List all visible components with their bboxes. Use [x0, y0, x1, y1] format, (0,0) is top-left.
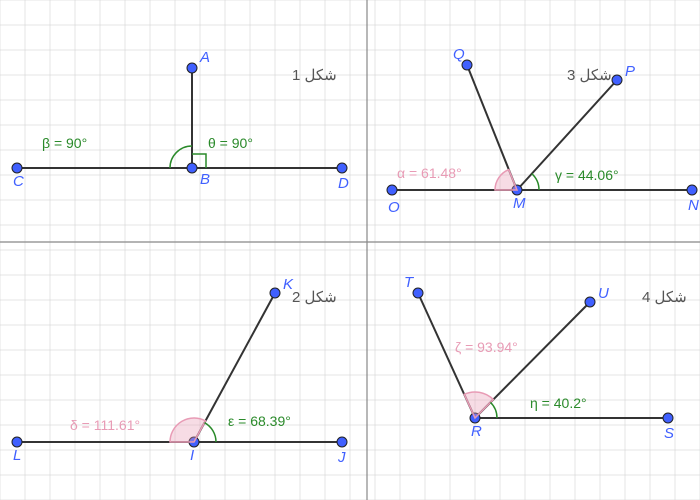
f4: T U R S شكل 4 ζ = 93.94° η = 40.2°: [404, 274, 687, 442]
angle-label: ε = 68.39°: [228, 413, 291, 429]
point-label-U: U: [598, 285, 609, 302]
point-label-C: C: [13, 173, 24, 190]
point-label-J: J: [337, 449, 346, 466]
point-U[interactable]: [585, 297, 595, 307]
point-label-N: N: [688, 197, 699, 214]
f1: A B C D شكل 1 β = 90° θ = 90°: [12, 49, 349, 192]
angle-label: α = 61.48°: [397, 165, 462, 181]
angle-label: ζ = 93.94°: [455, 339, 518, 355]
point-J[interactable]: [337, 437, 347, 447]
angle-label: δ = 111.61°: [70, 417, 140, 433]
point-B[interactable]: [187, 163, 197, 173]
angle-arc: [205, 423, 216, 442]
point-label-L: L: [13, 447, 21, 464]
angle-label: η = 40.2°: [530, 395, 587, 411]
point-label-M: M: [513, 195, 526, 212]
point-K[interactable]: [270, 288, 280, 298]
geometry-canvas: ABCDشكل 1β = 90°θ = 90°KILJشكل 2δ = 111.…: [0, 0, 700, 500]
point-label-R: R: [471, 423, 482, 440]
point-label-O: O: [388, 199, 400, 216]
point-label-A: A: [199, 49, 210, 66]
angle-arc: [490, 402, 497, 418]
figure-title: شكل 2: [292, 289, 337, 306]
point-label-I: I: [190, 447, 194, 464]
point-S[interactable]: [663, 413, 673, 423]
point-D[interactable]: [337, 163, 347, 173]
point-N[interactable]: [687, 185, 697, 195]
point-label-B: B: [200, 171, 210, 188]
point-label-D: D: [338, 175, 349, 192]
angle-label: θ = 90°: [208, 135, 253, 151]
point-T[interactable]: [413, 288, 423, 298]
figure-title: شكل 4: [642, 289, 687, 306]
angle-arc: [464, 392, 493, 418]
angle-label: β = 90°: [42, 135, 87, 151]
point-A[interactable]: [187, 63, 197, 73]
angle-arc: [532, 174, 539, 190]
point-label-S: S: [664, 425, 674, 442]
f3: Q P M O N شكل 3 α = 61.48° γ = 44.06°: [387, 46, 699, 216]
point-label-P: P: [625, 63, 635, 80]
angle-label: γ = 44.06°: [555, 167, 619, 183]
point-L[interactable]: [12, 437, 22, 447]
point-O[interactable]: [387, 185, 397, 195]
point-label-T: T: [404, 274, 415, 291]
angle-arc: [495, 170, 517, 190]
point-C[interactable]: [12, 163, 22, 173]
point-P[interactable]: [612, 75, 622, 85]
figure-title: شكل 1: [292, 67, 337, 84]
figure-title: شكل 3: [567, 67, 612, 84]
point-label-Q: Q: [453, 46, 465, 63]
